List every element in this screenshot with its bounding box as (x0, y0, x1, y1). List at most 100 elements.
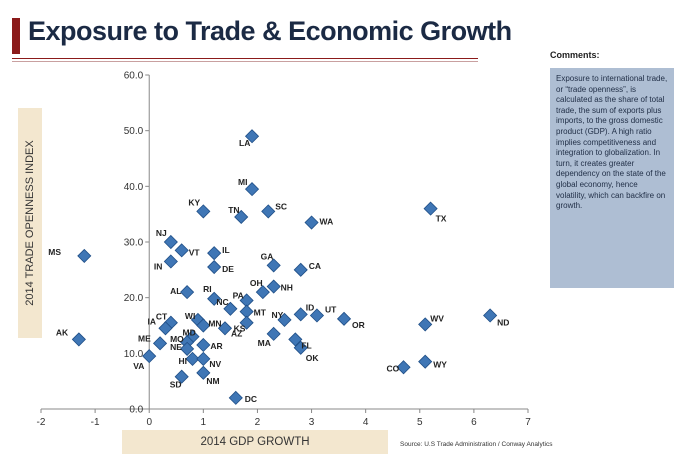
data-point-nh (266, 279, 281, 294)
x-tick-label: 7 (525, 417, 531, 428)
x-axis-label-band (122, 430, 388, 454)
data-label-tx: TX (436, 214, 447, 224)
data-label-dc: DC (245, 394, 257, 404)
y-tick-label: 50.0 (124, 126, 144, 137)
data-point-vt (174, 243, 189, 258)
x-axis-label: 2014 GDP GROWTH (200, 436, 310, 448)
data-label-mo: MO (170, 334, 184, 344)
data-label-ak: AK (56, 327, 69, 337)
data-label-nj: NJ (156, 228, 167, 238)
data-label-ok: OK (306, 353, 320, 363)
data-point-ne (180, 341, 195, 356)
scatter-chart: -2 -1 0 1 2 3 4 5 6 70.010.020.030.040.050.060.0 … (37, 71, 532, 429)
data-point-ca (293, 262, 308, 277)
data-point-or (336, 311, 352, 326)
data-point-hi (185, 351, 200, 366)
data-point-nv (196, 351, 211, 366)
data-point-ar (196, 337, 211, 353)
data-point-ia (158, 321, 173, 336)
data-label-nv: NV (209, 359, 221, 369)
data-label-de: DE (222, 264, 234, 274)
data-point-me (152, 336, 168, 351)
data-point-wy (418, 354, 433, 369)
data-point-ma (266, 326, 281, 341)
data-point-oh (255, 285, 270, 300)
data-label-me: ME (138, 333, 151, 343)
header: Exposure to Trade & Economic Growth (0, 0, 512, 62)
title-underline (12, 58, 478, 59)
source-note: Source: U.S Trade Administration / Conwa… (400, 441, 553, 448)
data-point-sd (174, 369, 189, 384)
data-label-sd: SD (170, 380, 182, 390)
data-point-wa (304, 215, 319, 230)
data-point-mn (196, 318, 211, 333)
data-point-co (396, 360, 411, 375)
x-tick-label: 4 (363, 417, 369, 428)
data-point-ut (309, 308, 325, 323)
data-point-ny (277, 312, 292, 327)
data-labels: LA MI KY TN SC WA TX MS NJ VT IN IL DE GA CA AL RI OH NH PA… (48, 138, 509, 404)
data-label-sc: SC (275, 201, 287, 211)
data-label-wv: WV (430, 313, 444, 323)
data-label-hi: HI (179, 356, 188, 366)
data-label-ri: RI (203, 284, 212, 294)
data-label-id: ID (306, 302, 315, 312)
data-label-ut: UT (325, 304, 337, 314)
data-point-de (207, 259, 222, 275)
data-point-la (244, 129, 260, 144)
data-label-az: AZ (231, 328, 242, 338)
data-label-nm: NM (206, 376, 219, 386)
data-label-ne: NE (170, 342, 182, 352)
data-label-ia: IA (147, 316, 156, 326)
data-point-fl (288, 332, 303, 347)
data-point-mi (244, 182, 260, 197)
data-point-ga (266, 258, 281, 273)
y-tick-label: 40.0 (124, 182, 144, 193)
data-point-in (163, 254, 178, 269)
data-label-ks: KS (234, 324, 246, 334)
comments-panel: Exposure to international trade, or “tra… (550, 68, 674, 288)
x-tick-label: -1 (91, 417, 100, 428)
y-tick-label: 60.0 (124, 71, 144, 82)
data-label-nh: NH (281, 283, 293, 293)
data-label-ga: GA (261, 251, 274, 261)
data-label-ky: KY (188, 197, 200, 207)
data-label-la: LA (239, 138, 250, 148)
data-label-co: CO (387, 363, 400, 373)
chart-title: Exposure to Trade & Economic Growth (28, 16, 512, 46)
data-label-ar: AR (210, 341, 222, 351)
data-point-ak (71, 332, 86, 347)
data-points (71, 129, 498, 405)
data-point-ks (239, 315, 254, 330)
data-point-wv (418, 317, 433, 332)
y-axis-label-band (18, 108, 42, 338)
data-point-ms (77, 248, 92, 263)
data-point-va (142, 349, 157, 364)
data-point-nd (483, 308, 498, 323)
data-point-sc (261, 204, 276, 219)
comments-heading: Comments: (550, 50, 600, 60)
data-point-tx (423, 201, 438, 216)
data-label-or: OR (352, 320, 365, 330)
data-label-wy: WY (433, 360, 447, 370)
x-tick-label: 5 (417, 417, 423, 428)
data-point-tn (234, 209, 249, 225)
data-point-nm (196, 365, 211, 380)
data-label-oh: OH (250, 278, 263, 288)
data-label-ca: CA (309, 261, 321, 271)
data-label-wa: WA (320, 217, 334, 227)
data-point-al (180, 285, 195, 300)
data-label-il: IL (222, 245, 230, 255)
data-point-ky (196, 204, 211, 219)
y-tick-label: 30.0 (124, 238, 144, 249)
data-label-nc: NC (216, 297, 228, 307)
data-label-nd: ND (497, 317, 509, 327)
x-tick-label: 0 (146, 417, 152, 428)
x-tick-label: 1 (201, 417, 207, 428)
data-point-dc (228, 390, 243, 405)
data-label-vt: VT (189, 247, 201, 257)
x-tick-label: 2 (255, 417, 261, 428)
data-label-md: MD (183, 328, 196, 338)
data-label-ms: MS (48, 247, 61, 257)
axes (40, 74, 529, 413)
